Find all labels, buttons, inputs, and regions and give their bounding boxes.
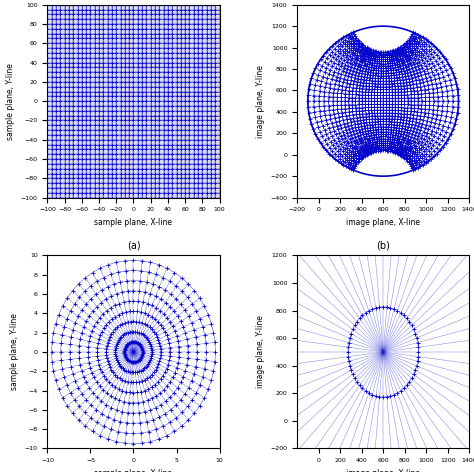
Y-axis label: sample plane, Y-line: sample plane, Y-line [10,313,19,390]
X-axis label: sample plane, X-line: sample plane, X-line [94,218,173,227]
X-axis label: sample plane, X-line: sample plane, X-line [94,469,173,472]
X-axis label: image plane, X-line: image plane, X-line [346,469,420,472]
Text: (b): (b) [376,240,390,250]
Y-axis label: sample plane, Y-line: sample plane, Y-line [6,63,15,140]
Text: (a): (a) [127,240,140,250]
Y-axis label: image plane, Y-line: image plane, Y-line [256,65,265,138]
Y-axis label: image plane, Y-line: image plane, Y-line [256,315,265,388]
X-axis label: image plane, X-line: image plane, X-line [346,218,420,227]
